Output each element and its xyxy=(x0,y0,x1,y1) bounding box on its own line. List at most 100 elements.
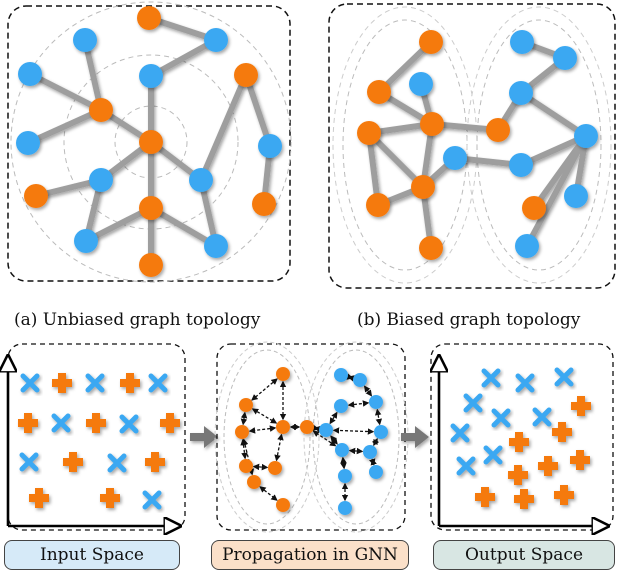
blue-node xyxy=(18,62,42,86)
plus-mark-icon xyxy=(475,487,495,507)
cross-mark-icon xyxy=(463,393,483,413)
plus-mark-icon xyxy=(145,452,165,472)
graph-a-edge xyxy=(243,72,273,149)
caption-unbiased: (a) Unbiased graph topology xyxy=(14,310,261,330)
propagation-edge xyxy=(363,385,373,397)
propagation-edge xyxy=(251,408,278,424)
propagation-edge xyxy=(241,438,255,476)
blue-node xyxy=(369,465,383,479)
blue-node xyxy=(74,229,98,253)
cross-mark-icon xyxy=(20,373,40,393)
graph-b-edge xyxy=(376,39,434,95)
propagation-panel xyxy=(214,341,409,533)
blue-node xyxy=(334,399,348,413)
cross-mark-icon xyxy=(554,367,574,387)
plus-mark-icon xyxy=(514,489,534,509)
plus-mark-icon xyxy=(554,485,574,505)
cross-mark-icon xyxy=(532,407,552,427)
propagation-edge xyxy=(252,463,269,471)
orange-node xyxy=(357,121,381,145)
plus-mark-icon xyxy=(508,465,528,485)
blue-node xyxy=(89,168,113,192)
graph-b-edge xyxy=(366,130,426,190)
output-space-panel xyxy=(431,343,614,530)
orange-node xyxy=(24,184,48,208)
blue-node xyxy=(553,46,577,70)
blue-node xyxy=(409,72,433,96)
plus-mark-icon xyxy=(29,488,49,508)
blue-node xyxy=(374,425,388,439)
blue-node xyxy=(510,30,534,54)
orange-node xyxy=(276,367,290,381)
orange-node xyxy=(367,80,391,104)
orange-node xyxy=(239,398,253,412)
propagation-edge xyxy=(340,456,347,470)
cross-mark-icon xyxy=(148,373,168,393)
propagation-edge xyxy=(346,373,355,382)
blue-node xyxy=(319,423,333,437)
plus-mark-icon xyxy=(18,413,38,433)
orange-node xyxy=(419,236,443,260)
plus-mark-icon xyxy=(509,432,529,452)
cross-mark-icon xyxy=(142,490,162,510)
orange-node xyxy=(419,30,443,54)
cross-mark-icon xyxy=(107,453,127,473)
plus-mark-icon xyxy=(52,373,72,393)
orange-node xyxy=(366,193,390,217)
graph-b-edge xyxy=(518,90,589,139)
input-space-label: Input Space xyxy=(4,540,180,570)
plus-mark-icon xyxy=(570,450,590,470)
graph-b-edge xyxy=(524,133,589,249)
propagation-edge xyxy=(330,435,338,445)
cross-mark-icon xyxy=(119,414,139,434)
blue-node xyxy=(509,81,533,105)
plus-mark-icon xyxy=(100,488,120,508)
plus-mark-icon xyxy=(160,413,180,433)
blue-node xyxy=(353,373,367,387)
propagation-edge xyxy=(259,486,278,501)
propagation-edge xyxy=(248,425,277,434)
cross-mark-icon xyxy=(19,452,39,472)
orange-node xyxy=(139,196,163,220)
plus-mark-icon xyxy=(86,413,106,433)
input-space-panel xyxy=(8,343,186,530)
orange-node xyxy=(139,130,163,154)
blue-node xyxy=(509,153,533,177)
blue-node xyxy=(338,501,352,515)
blue-node xyxy=(363,445,377,459)
orange-node xyxy=(522,196,546,220)
blue-node xyxy=(204,28,228,52)
propagation-label: Propagation in GNN xyxy=(211,540,409,570)
cross-mark-icon xyxy=(85,373,105,393)
propagation-edge xyxy=(251,378,278,401)
propagation-edge xyxy=(312,430,337,447)
caption-biased: (b) Biased graph topology xyxy=(357,310,581,330)
orange-node xyxy=(139,253,163,277)
blue-node xyxy=(338,469,352,483)
cross-mark-icon xyxy=(450,423,470,443)
plus-mark-icon xyxy=(552,422,572,442)
blue-node xyxy=(189,168,213,192)
blue-node xyxy=(204,234,228,258)
propagation-edge xyxy=(312,424,321,433)
orange-node xyxy=(252,192,276,216)
orange-node xyxy=(247,475,261,489)
plus-mark-icon xyxy=(63,452,83,472)
blue-node xyxy=(515,234,539,258)
cross-mark-icon xyxy=(483,445,503,465)
orange-node xyxy=(268,461,282,475)
propagation-edge xyxy=(371,437,380,447)
blue-node xyxy=(73,28,97,52)
orange-node xyxy=(235,425,249,439)
blue-node xyxy=(574,124,598,148)
orange-node xyxy=(411,175,435,199)
orange-node xyxy=(276,498,290,512)
arrow-right-icon xyxy=(190,426,218,448)
graph-b-edge xyxy=(366,130,381,208)
orange-node xyxy=(234,63,258,87)
orange-node xyxy=(89,98,113,122)
cross-mark-icon xyxy=(481,368,501,388)
cross-mark-icon xyxy=(456,456,476,476)
blue-node xyxy=(443,146,467,170)
